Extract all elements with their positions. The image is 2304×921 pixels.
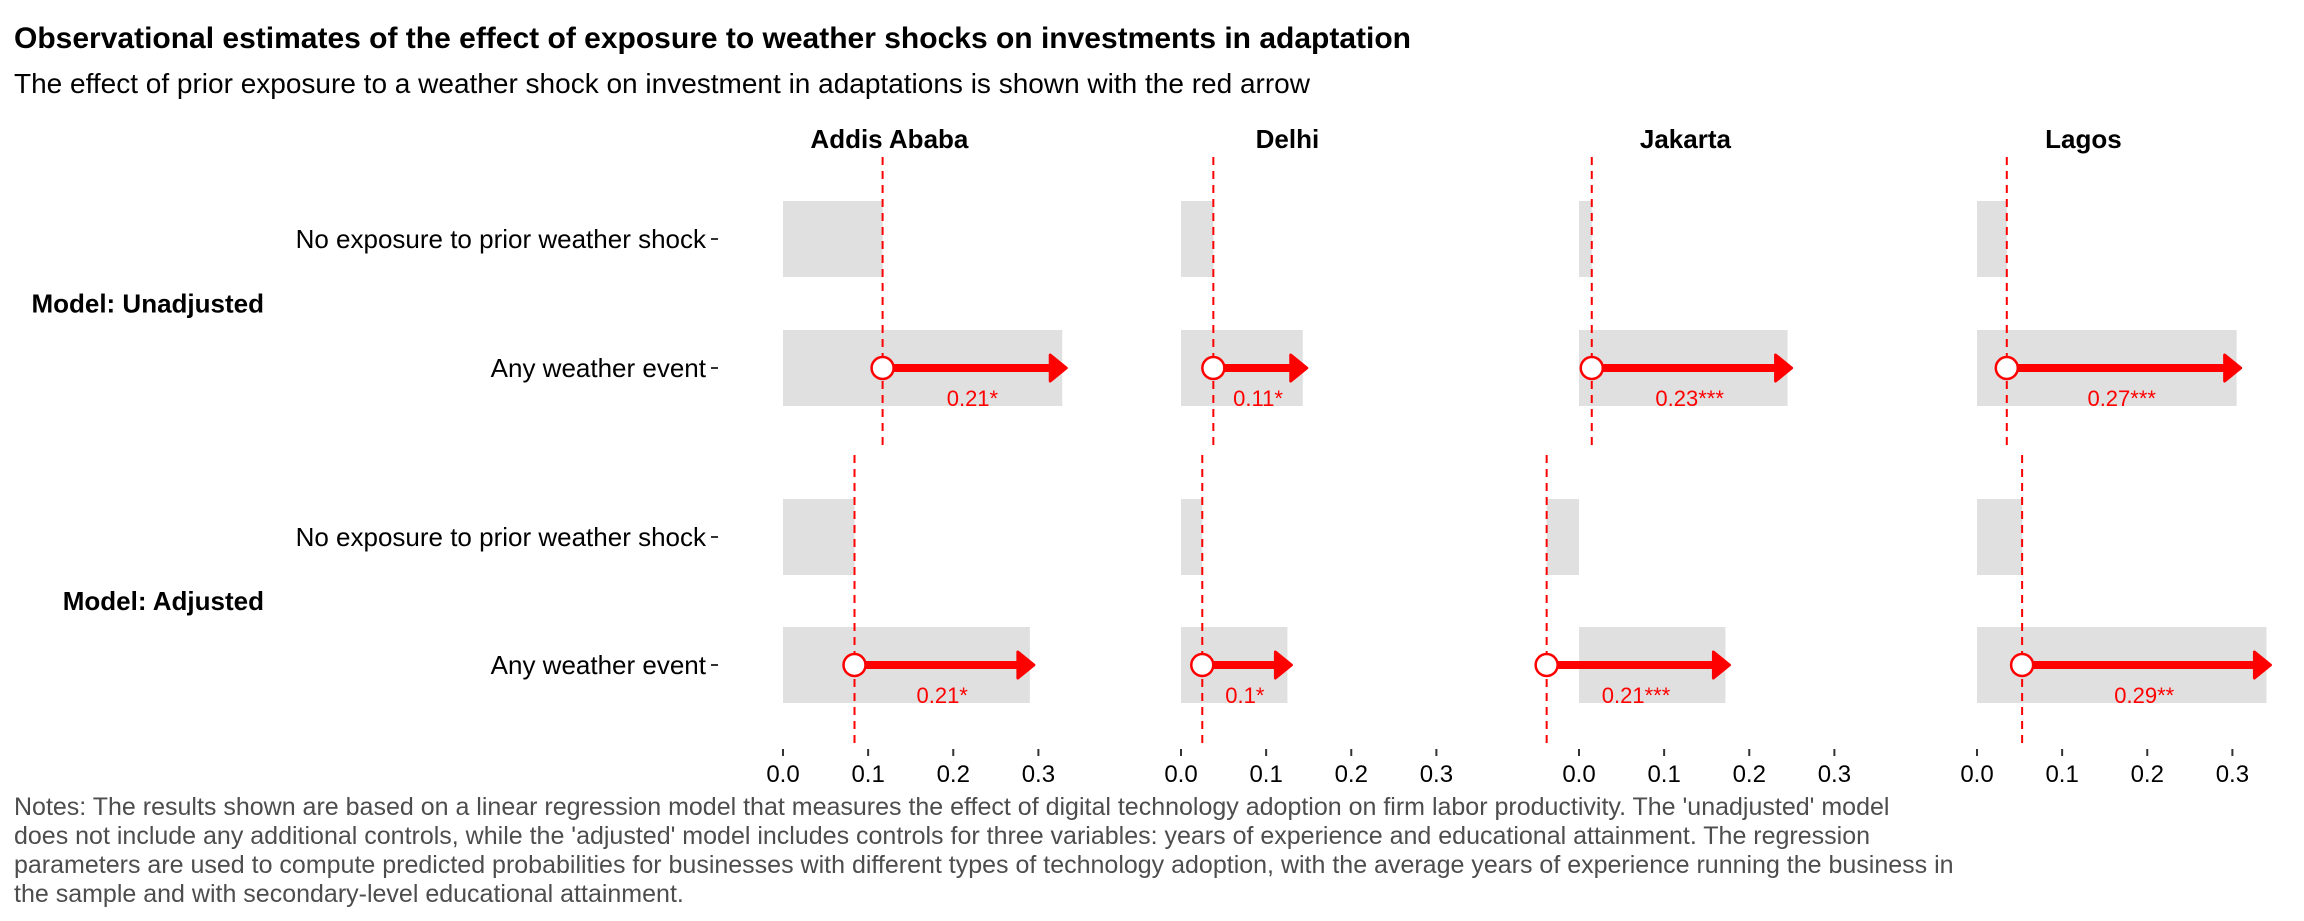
- facet-label: Lagos: [2045, 124, 2122, 154]
- effect-label: 0.21*: [947, 386, 999, 411]
- start-point: [1201, 355, 1226, 381]
- x-tick-label: 0.1: [1249, 761, 1282, 788]
- effect-label: 0.11*: [1233, 386, 1283, 411]
- arrow-head: [1289, 353, 1309, 383]
- x-tick-label: 0.2: [1335, 761, 1368, 788]
- category-label: Any weather event: [491, 353, 707, 383]
- x-tick-label: 0.1: [851, 761, 884, 788]
- x-tick-label: 0.0: [766, 761, 799, 788]
- effect-label: 0.1*: [1225, 683, 1265, 708]
- model-label: Model: Adjusted: [63, 586, 264, 616]
- x-tick-label: 0.3: [2216, 761, 2249, 788]
- arrow-head: [2223, 353, 2243, 383]
- chart-title: Observational estimates of the effect of…: [14, 22, 1411, 55]
- effect-label: 0.23***: [1655, 386, 1724, 411]
- x-tick-label: 0.2: [2131, 761, 2164, 788]
- x-tick-label: 0.1: [2045, 761, 2078, 788]
- model-label: Model: Unadjusted: [31, 289, 264, 319]
- arrow-head: [1016, 650, 1036, 680]
- category-label: Any weather event: [491, 650, 707, 680]
- effect-label: 0.29**: [2114, 683, 2174, 708]
- x-tick-label: 0.2: [937, 761, 970, 788]
- start-point: [1190, 652, 1215, 678]
- x-tick-label: 0.2: [1733, 761, 1766, 788]
- facet-label: Addis Ababa: [810, 124, 968, 154]
- bar-no-exposure: [1546, 499, 1579, 575]
- x-tick-label: 0.3: [1420, 761, 1453, 788]
- start-point: [2009, 652, 2035, 678]
- start-point: [1579, 355, 1605, 381]
- bar-no-exposure: [783, 201, 883, 277]
- chart-subtitle: The effect of prior exposure to a weathe…: [14, 68, 1311, 99]
- x-tick-label: 0.0: [1164, 761, 1197, 788]
- notes-line: parameters are used to compute predicted…: [14, 851, 1954, 879]
- x-tick-label: 0.1: [1647, 761, 1680, 788]
- effect-label: 0.21***: [1602, 683, 1671, 708]
- bar-no-exposure: [783, 499, 855, 575]
- arrow-head: [1711, 650, 1731, 680]
- x-tick-label: 0.0: [1960, 761, 1993, 788]
- start-point: [842, 652, 867, 678]
- bar-no-exposure: [1579, 201, 1592, 277]
- notes-line: does not include any additional controls…: [14, 822, 1870, 850]
- effect-label: 0.27***: [2087, 386, 2156, 411]
- category-label: No exposure to prior weather shock: [296, 224, 707, 254]
- notes-line: Notes: The results shown are based on a …: [14, 793, 1889, 821]
- arrow-head: [1774, 353, 1794, 383]
- facet-label: Delhi: [1256, 124, 1320, 154]
- bar-no-exposure: [1977, 499, 2023, 575]
- arrow-head: [2252, 650, 2272, 680]
- arrow-head: [1273, 650, 1293, 680]
- start-point: [1994, 355, 2020, 381]
- category-label: No exposure to prior weather shock: [296, 522, 707, 552]
- arrow-head: [1048, 353, 1068, 383]
- start-point: [1534, 652, 1559, 678]
- x-tick-label: 0.3: [1818, 761, 1851, 788]
- bar-no-exposure: [1181, 499, 1203, 575]
- facet-label: Jakarta: [1640, 124, 1732, 154]
- x-tick-label: 0.0: [1562, 761, 1595, 788]
- start-point: [870, 355, 895, 381]
- bar-no-exposure: [1977, 201, 2007, 277]
- effect-label: 0.21*: [916, 683, 968, 708]
- bar-no-exposure: [1181, 201, 1214, 277]
- notes-line: the sample and with secondary-level educ…: [14, 880, 684, 908]
- x-tick-label: 0.3: [1022, 761, 1055, 788]
